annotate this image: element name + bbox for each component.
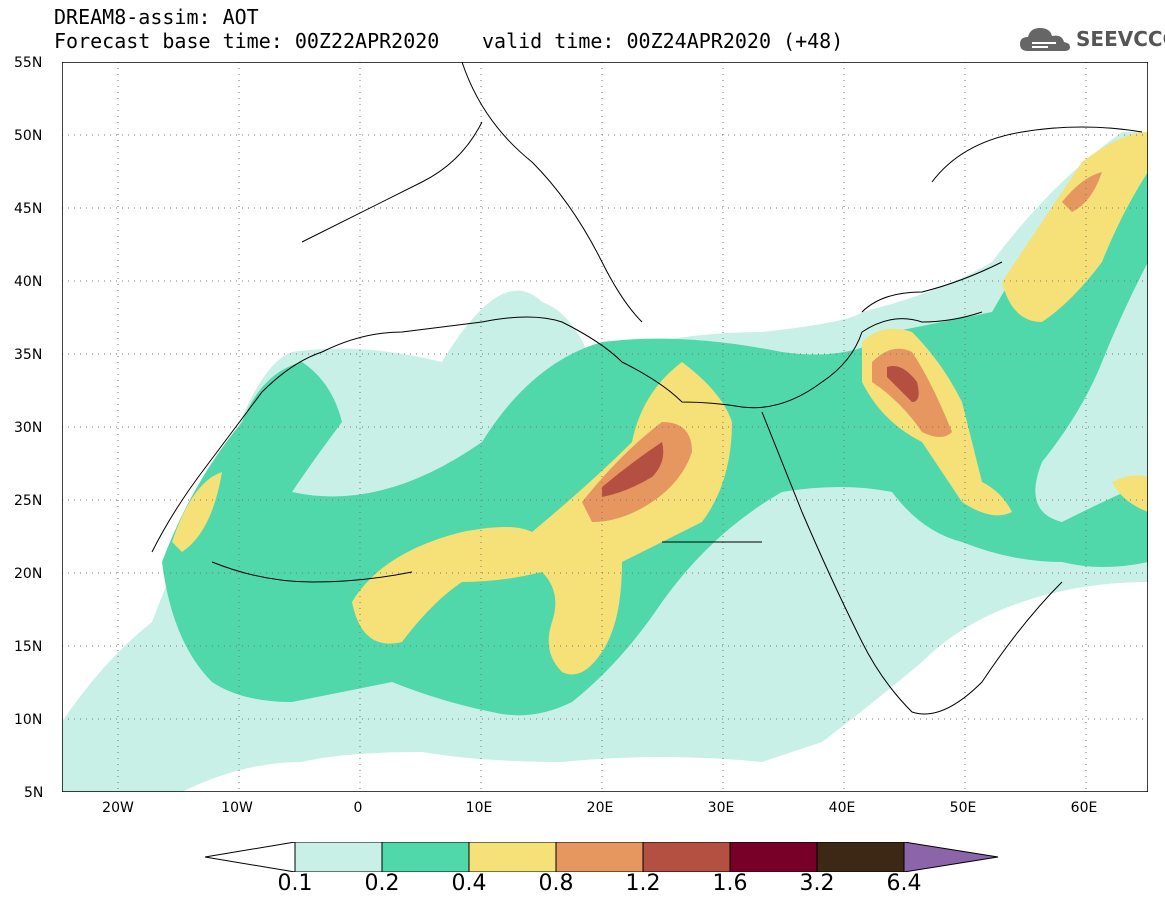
- colorbar-bin: [468, 842, 557, 872]
- colorbar-bin: [555, 842, 644, 872]
- logo-text: SEEVCCC: [1076, 27, 1165, 51]
- coastlines: [151, 62, 1143, 715]
- lon-label: 40E: [828, 800, 856, 816]
- lon-label: 10E: [465, 800, 493, 816]
- colorbar-label: 0.1: [277, 871, 313, 896]
- lat-label: 30N: [14, 420, 43, 436]
- colorbar-label: 6.4: [886, 871, 922, 896]
- colorbar-label: 0.2: [364, 871, 400, 896]
- lon-label: 30E: [707, 800, 735, 816]
- lon-label: 20W: [102, 800, 134, 816]
- title-line-base-time: Forecast base time: 00Z22APR2020: [54, 29, 440, 53]
- lat-label: 35N: [14, 347, 43, 363]
- aot-map: [62, 62, 1148, 792]
- lon-label: 10W: [221, 800, 253, 816]
- title-line-variable: DREAM8-assim: AOT: [54, 5, 259, 29]
- lat-label: 25N: [14, 493, 43, 509]
- graticule: [62, 62, 1148, 792]
- colorbar-label: 1.2: [625, 871, 661, 896]
- colorbar-bin: [294, 842, 383, 872]
- colorbar-label: 0.8: [538, 871, 574, 896]
- lon-label: 0: [353, 800, 363, 816]
- lat-label: 15N: [14, 639, 43, 655]
- aot-band-1-2: [602, 366, 919, 497]
- colorbar-bin: [729, 842, 818, 872]
- lon-label: 50E: [949, 800, 977, 816]
- colorbar-bin: [381, 842, 470, 872]
- cloud-icon: [1020, 28, 1070, 51]
- colorbar-label: 0.4: [451, 871, 487, 896]
- title-line-valid-time: valid time: 00Z24APR2020 (+48): [482, 29, 844, 53]
- colorbar-label: 3.2: [799, 871, 835, 896]
- colorbar-label: 1.6: [712, 871, 748, 896]
- lat-label: 20N: [14, 566, 43, 582]
- colorbar-lower-extend: [205, 842, 296, 872]
- lat-label: 45N: [14, 201, 43, 217]
- colorbar-bin: [816, 842, 905, 872]
- lat-label: 10N: [14, 712, 43, 728]
- lat-label: 50N: [14, 128, 43, 144]
- lon-label: 60E: [1070, 800, 1098, 816]
- seevccc-logo: SEEVCCC: [1018, 24, 1165, 54]
- lat-label: 55N: [14, 55, 43, 71]
- lon-label: 20E: [586, 800, 614, 816]
- lat-label: 40N: [14, 274, 43, 290]
- colorbar: [205, 842, 999, 872]
- lat-label: 5N: [24, 785, 44, 801]
- colorbar-upper-extend: [903, 842, 999, 872]
- colorbar-bin: [642, 842, 731, 872]
